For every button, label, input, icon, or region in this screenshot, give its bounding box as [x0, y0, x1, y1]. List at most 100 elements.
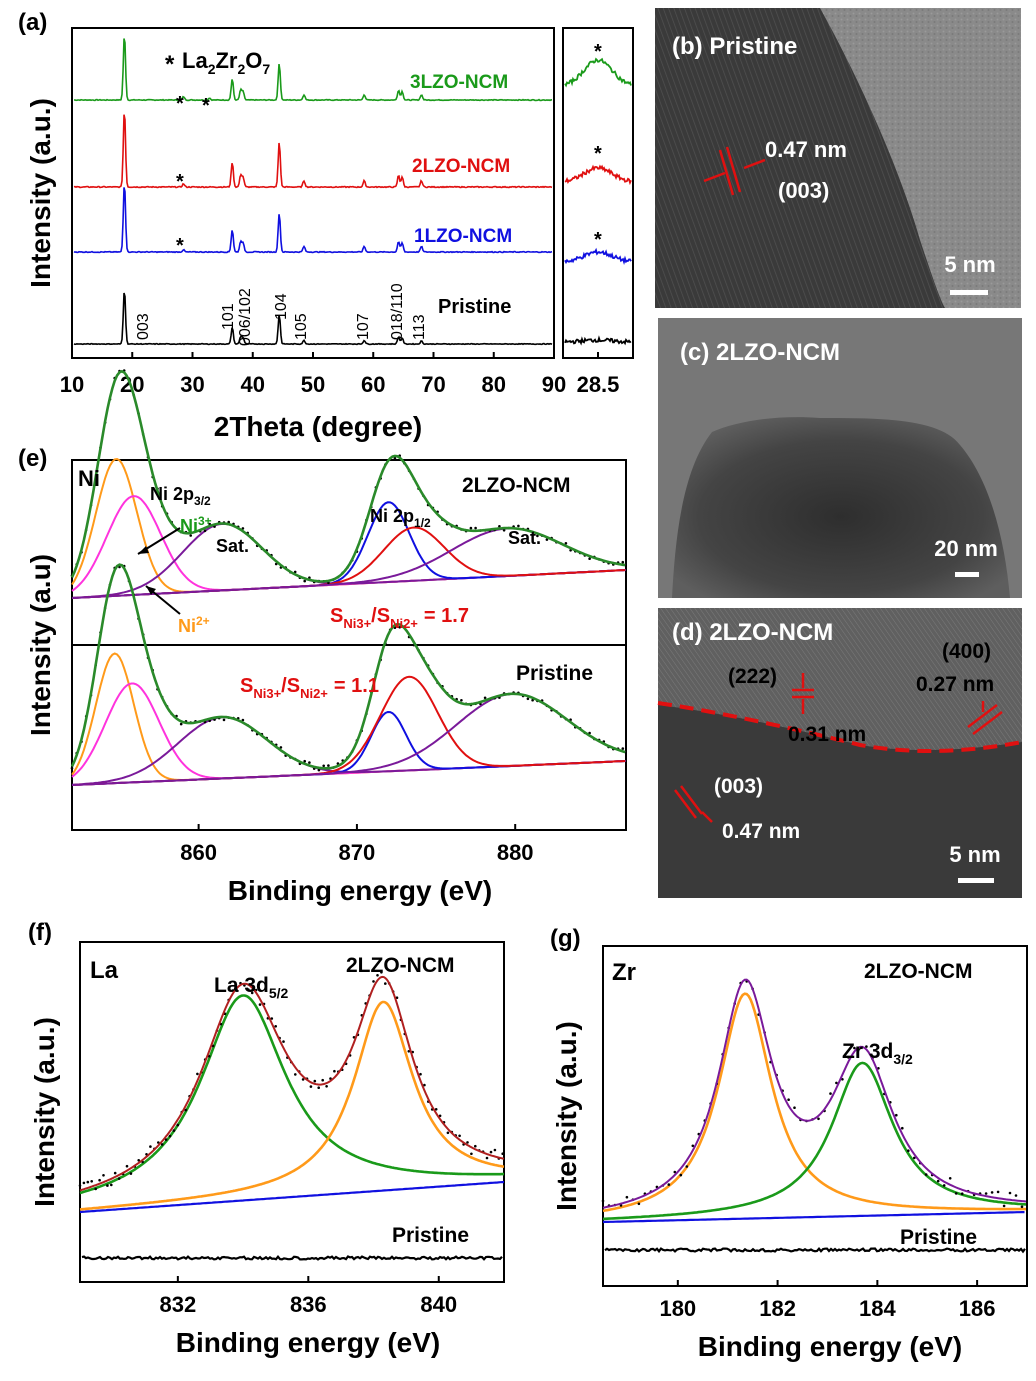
- lattice-marker: [674, 785, 713, 823]
- tem-c-scalebar-label: 20 nm: [934, 536, 998, 561]
- zr-ylabel: Intensity (a.u.): [551, 1021, 582, 1211]
- la-data-point: [458, 1134, 461, 1138]
- panel-b-label: (b) Pristine: [672, 33, 797, 60]
- legend-star: *: [165, 51, 175, 78]
- la-sample: 2LZO-NCM: [346, 954, 455, 977]
- panel-f-label: (f): [28, 919, 52, 946]
- lattice-marker: [792, 673, 814, 714]
- la-data-point: [317, 1086, 321, 1089]
- ni-sat-label: Sat.: [216, 536, 249, 556]
- tem-b-particle: [655, 8, 945, 308]
- miller-003: 003: [135, 313, 152, 340]
- inset-series-2lzo-ncm: [564, 164, 632, 186]
- miller-104: 104: [273, 293, 290, 320]
- ni-component: [71, 716, 626, 786]
- tem-d-400: (400): [942, 640, 991, 663]
- panel-a-label: (a): [18, 9, 47, 36]
- la-data-point: [470, 1152, 473, 1156]
- la-component: [79, 1000, 505, 1211]
- zr-data-point: [841, 1078, 844, 1081]
- xrd-inset-lines: [564, 57, 632, 346]
- ni-data-point: [564, 542, 568, 545]
- xrd-series-2lzo-ncm: [73, 114, 553, 189]
- panel-d-label: (d) 2LZO-NCM: [672, 619, 833, 646]
- zr-data-point: [673, 1170, 677, 1174]
- la-tick-label: 840: [420, 1292, 457, 1317]
- panel-f-la-xps: (f) 832 836 840 La 2LZO-NCM La 3d5/2 Prist…: [28, 919, 505, 1358]
- ni-data-point: [469, 526, 473, 530]
- tem-d-003: (003): [714, 775, 763, 798]
- ni-2p12-label: Ni 2p1/2: [370, 506, 431, 530]
- la-pristine-line: [81, 1254, 503, 1261]
- la-data-point: [407, 1050, 411, 1053]
- series-label-1lzo: 1LZO-NCM: [414, 226, 512, 247]
- ni-data-point: [308, 761, 311, 764]
- la-data-point: [301, 1078, 305, 1081]
- zr-data-point: [829, 1092, 832, 1095]
- la-data-point: [258, 1003, 262, 1006]
- ni-data-point: [293, 570, 297, 574]
- ni-tick-label: 870: [339, 840, 376, 865]
- xrd-tick-label: 70: [421, 372, 445, 397]
- la-data-point: [376, 974, 379, 977]
- zr-sample: 2LZO-NCM: [864, 960, 973, 983]
- ni-data-point: [536, 534, 539, 538]
- la-data-point: [446, 1131, 450, 1135]
- xrd-xlabel: 2Theta (degree): [214, 411, 423, 442]
- zr-data-point: [601, 1199, 605, 1203]
- xrd-tick-label: 10: [60, 372, 84, 397]
- zr-data-point: [1020, 1205, 1024, 1209]
- la-data-point: [176, 1123, 180, 1127]
- la-component: [79, 994, 504, 1195]
- ni-data-point: [460, 699, 463, 702]
- xrd-lines: [73, 38, 553, 346]
- xrd-tick-label: 90: [542, 372, 566, 397]
- la-data-point: [207, 1055, 211, 1058]
- zr-data-point: [637, 1202, 641, 1206]
- zr-data-point: [625, 1195, 629, 1199]
- la-data-point: [501, 1152, 505, 1155]
- miller-101: 101: [220, 303, 237, 330]
- la-data-point: [485, 1156, 489, 1160]
- zr-tick-label: 182: [759, 1296, 796, 1321]
- miller-006-102: 006/102: [237, 288, 254, 346]
- miller-018-110: 018/110: [389, 283, 406, 340]
- ni-sample-bottom: Pristine: [516, 662, 593, 685]
- zr-data-point: [913, 1156, 916, 1160]
- zr-data-point: [691, 1144, 695, 1148]
- la-data-point: [270, 1017, 274, 1020]
- peak-star: *: [176, 93, 184, 115]
- la-data-point: [384, 982, 387, 985]
- la-envelope: [79, 975, 505, 1192]
- zr-data-point: [954, 1192, 958, 1195]
- ni-data-point: [398, 626, 402, 629]
- xrd-series-pristine: [73, 292, 553, 346]
- ni-data-point: [203, 529, 207, 533]
- miller-107: 107: [355, 313, 372, 340]
- zr-tick-label: 184: [859, 1296, 896, 1321]
- zr-data-point: [948, 1177, 952, 1180]
- panel-c-tem: (c) 2LZO-NCM 20 nm: [658, 318, 1022, 598]
- xrd-series-3lzo-ncm: [74, 38, 553, 102]
- la-data-point: [395, 996, 399, 999]
- ni-sat-label: Sat.: [508, 528, 541, 548]
- xrd-tick-label: 80: [482, 372, 506, 397]
- la-data-point: [164, 1138, 168, 1141]
- ni2-arrowhead: [146, 586, 156, 595]
- zr-data-point: [685, 1165, 689, 1168]
- panel-e-label: (e): [18, 445, 47, 472]
- la-data-point: [211, 1044, 215, 1048]
- panel-b-tem: (b) Pristine 0.47 nm (003) 5 nm: [655, 8, 1021, 308]
- ni-data-point: [70, 766, 74, 770]
- ni-xlabel: Binding energy (eV): [228, 875, 492, 906]
- zr-data-point: [907, 1149, 910, 1152]
- la-tick-label: 832: [159, 1292, 196, 1317]
- la-data-point: [380, 971, 383, 974]
- peak-star: *: [176, 235, 184, 257]
- la-data-point: [94, 1187, 97, 1191]
- la-data-point: [149, 1145, 152, 1148]
- series-label-3lzo: 3LZO-NCM: [410, 72, 508, 93]
- tem-d-031: 0.31 nm: [788, 723, 866, 746]
- ni-envelope: [70, 563, 626, 770]
- ni-data-point: [179, 722, 183, 726]
